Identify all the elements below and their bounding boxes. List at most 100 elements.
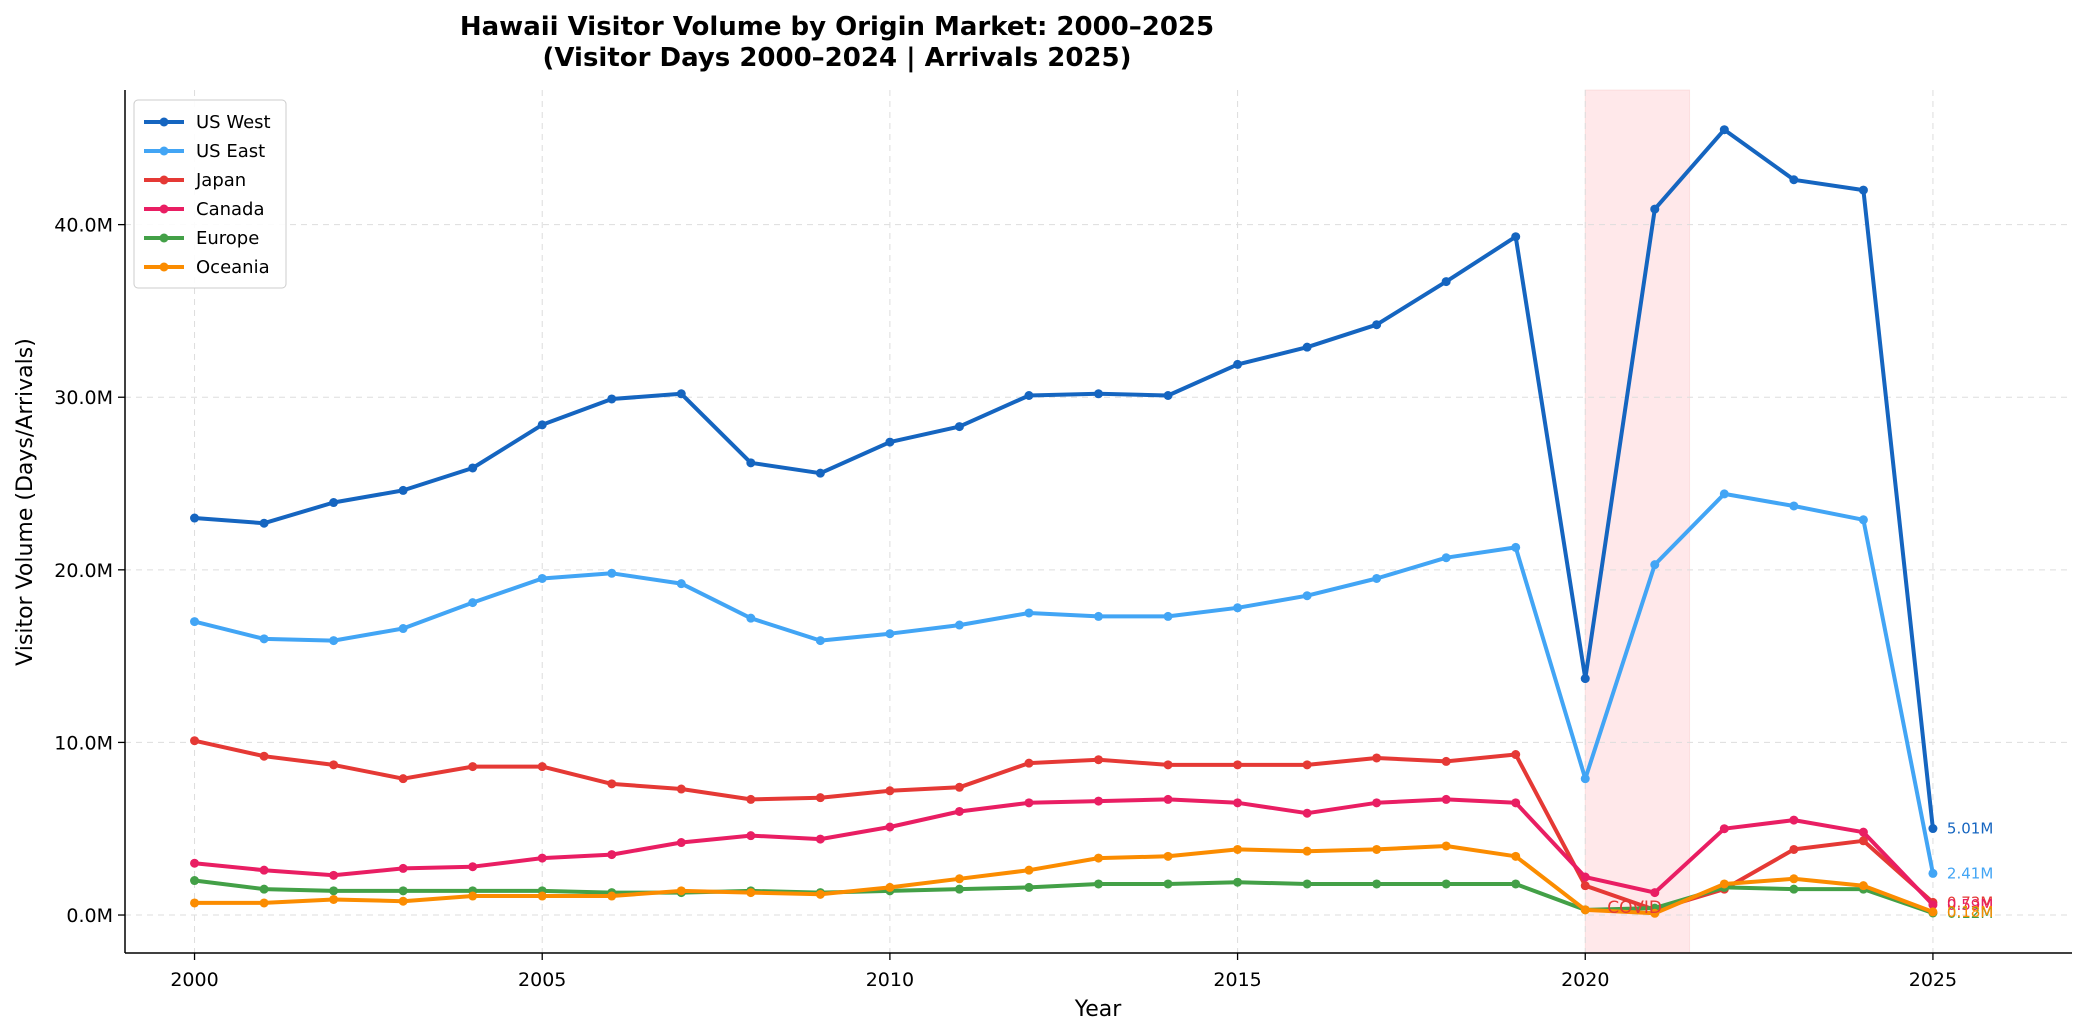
data-point-europe <box>1372 879 1382 889</box>
legend-marker-us-west <box>159 117 169 127</box>
x-tick-label: 2020 <box>1561 969 1609 991</box>
data-point-us-east <box>1163 611 1173 621</box>
legend-label-japan: Japan <box>195 170 246 191</box>
data-point-us-west <box>1094 389 1103 399</box>
data-point-canada <box>1928 900 1938 910</box>
data-point-europe <box>954 884 964 894</box>
legend-marker-japan <box>159 175 169 185</box>
data-point-japan <box>468 762 478 772</box>
series-line-us-east <box>192 491 1935 876</box>
series-line-europe <box>192 878 1935 915</box>
x-tick-label: 2010 <box>866 969 914 991</box>
chart-subtitle: (Visitor Days 2000–2024 | Arrivals 2025) <box>543 43 1132 73</box>
data-point-us-west <box>607 394 617 404</box>
y-tick-label: 20.0M <box>54 560 113 582</box>
data-point-us-west <box>1441 277 1451 287</box>
data-point-japan <box>1302 760 1312 770</box>
data-point-us-east <box>1511 542 1521 552</box>
series-line-oceania <box>192 844 1935 916</box>
data-point-europe <box>1302 879 1312 889</box>
data-point-us-west <box>954 422 964 432</box>
data-point-us-east <box>259 634 269 644</box>
data-point-canada <box>1233 798 1243 808</box>
data-point-canada <box>607 850 617 860</box>
data-point-us-east <box>468 598 478 608</box>
data-point-us-east <box>746 613 756 623</box>
data-point-us-west <box>1580 674 1590 684</box>
data-point-japan <box>329 760 339 770</box>
data-point-oceania <box>1233 844 1243 854</box>
data-point-us-east <box>1302 591 1312 601</box>
data-point-us-west <box>1650 204 1660 214</box>
data-point-us-west <box>1928 824 1938 834</box>
data-point-us-east <box>676 579 686 589</box>
data-point-canada <box>1580 872 1590 882</box>
data-point-us-east <box>1372 573 1382 583</box>
data-point-canada <box>1719 824 1729 834</box>
data-point-oceania <box>1858 881 1868 891</box>
data-point-japan <box>1511 750 1521 760</box>
data-point-europe <box>329 886 339 896</box>
data-point-us-west <box>1372 320 1382 330</box>
data-point-us-east <box>537 573 547 583</box>
series-us-west <box>190 125 1938 834</box>
data-point-canada <box>259 865 269 875</box>
data-point-canada <box>676 838 686 848</box>
data-point-europe <box>1789 884 1799 894</box>
data-point-us-west <box>537 420 547 430</box>
data-point-us-west <box>329 498 339 508</box>
data-point-canada <box>398 863 408 873</box>
end-label-us-west: 5.01M <box>1947 820 1993 838</box>
data-point-japan <box>885 786 895 796</box>
legend-marker-oceania <box>159 262 169 272</box>
legend-label-us-west: US West <box>196 112 271 133</box>
data-point-japan <box>1233 760 1243 770</box>
data-point-us-west <box>398 485 408 495</box>
y-tick-label: 10.0M <box>54 732 113 754</box>
data-point-japan <box>1094 755 1103 765</box>
series-oceania <box>190 841 1938 918</box>
y-tick-label: 0.0M <box>66 905 113 927</box>
data-point-oceania <box>1580 905 1590 915</box>
data-point-oceania <box>676 886 686 896</box>
data-point-us-west <box>1233 359 1243 369</box>
data-point-canada <box>954 806 964 816</box>
data-point-japan <box>537 762 547 772</box>
data-point-us-west <box>1302 342 1312 352</box>
data-point-us-east <box>190 617 200 627</box>
data-point-japan <box>1789 844 1799 854</box>
data-point-canada <box>1094 796 1103 806</box>
data-point-japan <box>815 793 825 803</box>
data-point-oceania <box>1372 844 1382 854</box>
data-point-canada <box>1302 808 1312 818</box>
data-point-us-west <box>1511 232 1521 242</box>
data-point-us-west <box>746 458 756 468</box>
end-label-japan: 0.73M <box>1947 893 1993 911</box>
data-point-japan <box>607 779 617 789</box>
legend-label-europe: Europe <box>196 228 259 249</box>
data-point-canada <box>190 858 200 868</box>
data-point-us-east <box>1024 608 1034 618</box>
data-point-us-east <box>1233 603 1243 613</box>
x-tick-label: 2025 <box>1909 969 1957 991</box>
data-point-japan <box>746 794 756 804</box>
data-point-japan <box>1163 760 1173 770</box>
data-point-canada <box>1441 794 1451 804</box>
covid-shade-region <box>1584 89 1691 954</box>
data-point-japan <box>259 751 269 761</box>
data-point-canada <box>885 822 895 832</box>
data-point-canada <box>1650 888 1660 898</box>
y-tick-label: 40.0M <box>54 215 113 237</box>
data-point-europe <box>1233 877 1243 887</box>
data-point-us-west <box>1163 391 1173 401</box>
data-point-oceania <box>815 889 825 899</box>
data-point-oceania <box>468 891 478 901</box>
x-axis-label: Year <box>1074 997 1123 1022</box>
data-point-canada <box>1163 794 1173 804</box>
data-point-europe <box>1441 879 1451 889</box>
data-point-oceania <box>1650 908 1660 918</box>
series-line-canada <box>192 797 1935 907</box>
data-point-us-west <box>815 468 825 478</box>
legend-marker-us-east <box>159 146 169 156</box>
